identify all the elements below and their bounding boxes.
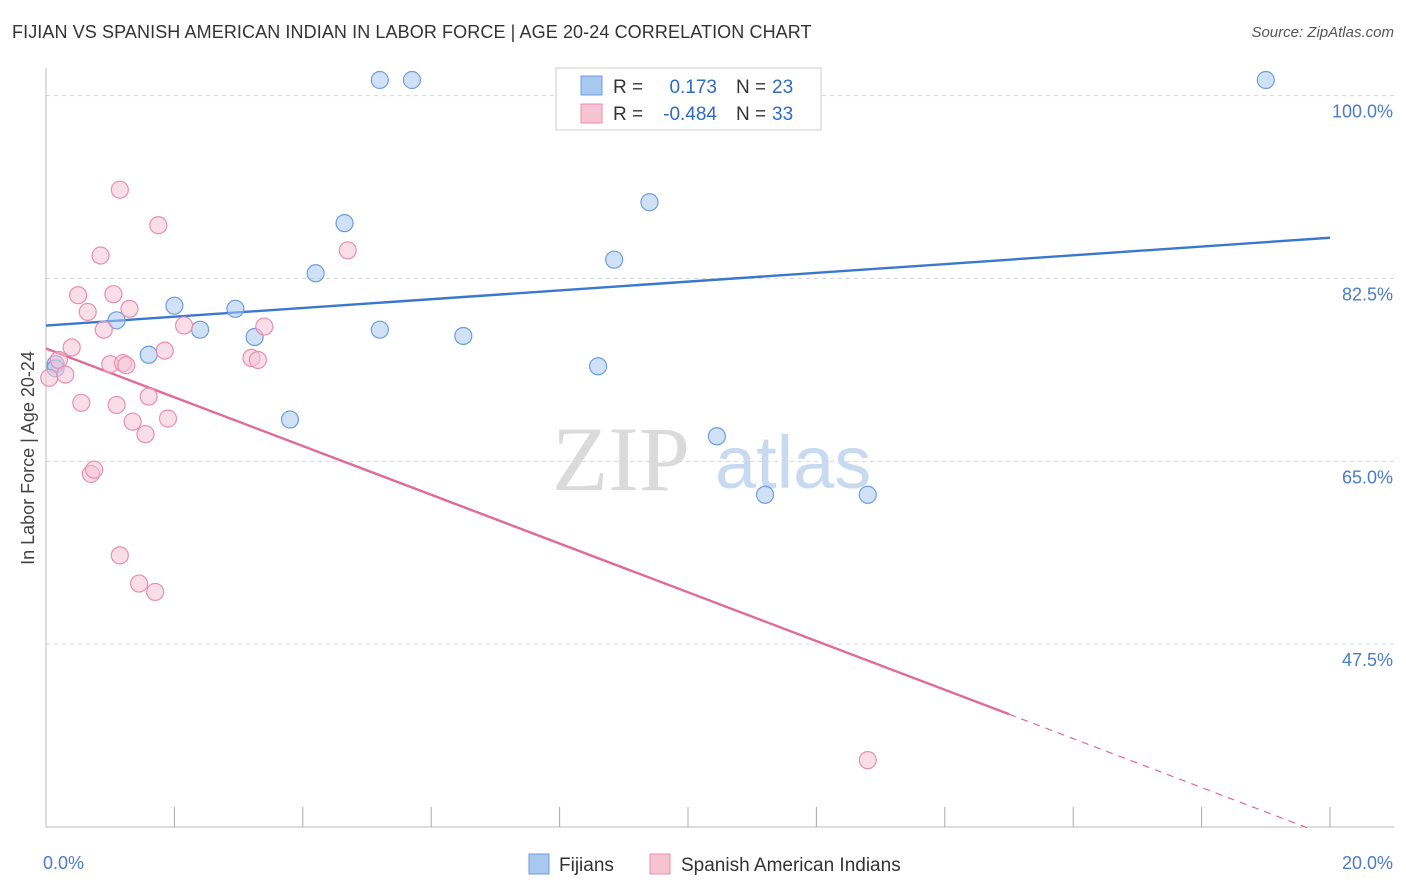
point-fijians: [190, 320, 210, 339]
point-fijians: [370, 320, 389, 339]
point-fijians: [454, 326, 473, 346]
point-spanish-american-indians: [146, 582, 165, 602]
point-spanish-american-indians: [117, 356, 136, 375]
series-legend-swatch-fijians: [528, 853, 550, 875]
point-fijians: [107, 311, 126, 330]
point-spanish-american-indians: [78, 302, 97, 322]
point-fijians: [335, 214, 354, 233]
point-spanish-american-indians: [338, 241, 357, 260]
points-layer: [40, 70, 1275, 770]
point-spanish-american-indians: [248, 350, 267, 370]
legend-r-label-1: R =: [613, 77, 643, 98]
point-spanish-american-indians: [123, 412, 142, 431]
trendline-spanish-american-indians: [45, 347, 1010, 716]
y-tick-label: 47.5%: [1342, 650, 1393, 670]
legend-r-value-1: 0.173: [669, 77, 717, 98]
watermark: ZIP atlas: [552, 408, 871, 510]
point-fijians: [707, 427, 726, 446]
point-spanish-american-indians: [174, 316, 194, 335]
point-spanish-american-indians: [129, 574, 149, 593]
point-spanish-american-indians: [62, 338, 81, 357]
point-spanish-american-indians: [858, 751, 877, 770]
point-spanish-american-indians: [255, 317, 274, 336]
point-spanish-american-indians: [72, 393, 91, 412]
point-fijians: [306, 264, 325, 283]
point-spanish-american-indians: [110, 180, 129, 199]
series-legend-label-spanish-american-indians: Spanish American Indians: [681, 855, 901, 876]
point-spanish-american-indians: [110, 546, 129, 565]
legend-n-value-1: 23: [772, 77, 793, 98]
trendlines-layer: [45, 236, 1331, 830]
point-spanish-american-indians: [158, 409, 178, 428]
trendline-fijians: [45, 236, 1331, 327]
point-fijians: [370, 70, 389, 90]
point-spanish-american-indians: [136, 425, 155, 444]
point-fijians: [755, 485, 775, 504]
point-fijians: [1256, 70, 1275, 90]
series-legend: Fijians Spanish American Indians: [528, 853, 901, 876]
point-fijians: [640, 193, 659, 212]
y-tick-label: 82.5%: [1342, 285, 1393, 305]
grid-layer: [46, 95, 1394, 645]
point-spanish-american-indians: [91, 246, 110, 265]
point-fijians: [226, 299, 245, 318]
point-spanish-american-indians: [40, 368, 59, 387]
point-spanish-american-indians: [85, 460, 104, 479]
legend-n-label-2: N =: [736, 104, 766, 125]
series-legend-swatch-spanish-american-indians: [649, 853, 671, 875]
point-spanish-american-indians: [94, 320, 113, 339]
watermark-atlas: atlas: [715, 421, 871, 504]
y-axis-label: In Labor Force | Age 20-24: [18, 351, 38, 565]
legend-swatch-spanish-american-indians: [580, 103, 603, 124]
watermark-zip: ZIP: [552, 408, 690, 510]
point-fijians: [402, 70, 422, 90]
series-legend-label-fijians: Fijians: [559, 855, 614, 876]
legend-r-value-2: -0.484: [663, 104, 717, 125]
point-fijians: [280, 410, 300, 429]
chart-source: Source: ZipAtlas.com: [1251, 24, 1394, 41]
point-fijians: [589, 357, 608, 376]
legend-swatch-fijians: [580, 75, 603, 96]
legend-r-label-2: R =: [613, 104, 643, 125]
point-spanish-american-indians: [107, 395, 126, 415]
point-fijians: [139, 345, 158, 364]
x-tick-label: 0.0%: [43, 853, 84, 873]
point-spanish-american-indians: [68, 286, 88, 305]
point-spanish-american-indians: [155, 341, 174, 360]
trendline-spanish-american-indians: [1008, 713, 1311, 830]
point-spanish-american-indians: [120, 299, 139, 318]
y-tick-label: 100.0%: [1332, 102, 1393, 122]
chart-title: FIJIAN VS SPANISH AMERICAN INDIAN IN LAB…: [12, 22, 812, 42]
x-tick-label: 20.0%: [1342, 853, 1393, 873]
point-spanish-american-indians: [56, 365, 75, 384]
correlation-legend: R = 0.173 N = 23 R = -0.484 N = 33: [555, 67, 822, 131]
point-spanish-american-indians: [139, 387, 158, 406]
point-spanish-american-indians: [104, 285, 123, 304]
point-fijians: [858, 485, 877, 504]
point-spanish-american-indians: [149, 216, 168, 235]
legend-n-value-2: 33: [772, 104, 793, 125]
point-fijians: [605, 250, 624, 269]
y-tick-label: 65.0%: [1342, 467, 1393, 487]
axes-layer: 47.5% 65.0% 82.5% 100.0% 0.0% 20.0%: [43, 68, 1394, 873]
legend-n-label-1: N =: [736, 77, 766, 98]
point-fijians: [165, 296, 184, 315]
